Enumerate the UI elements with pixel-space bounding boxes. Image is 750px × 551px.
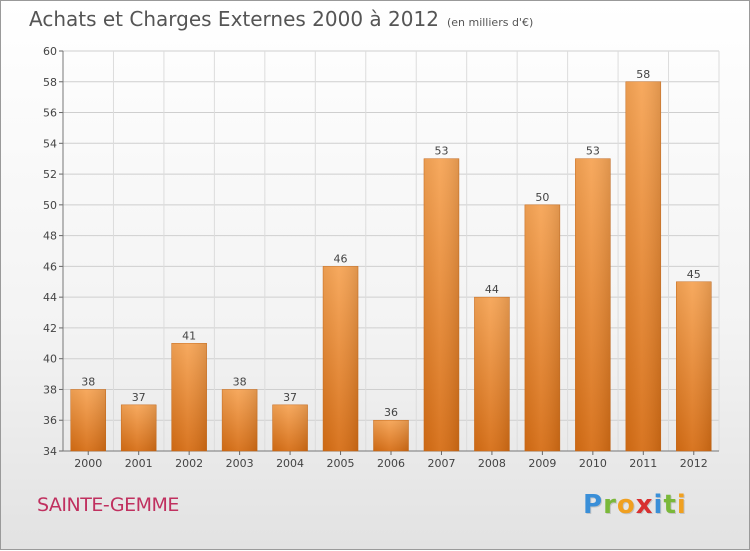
bar-shade <box>70 389 106 451</box>
y-tick-label: 38 <box>43 383 57 396</box>
x-tick-label: 2000 <box>74 457 102 470</box>
y-tick-label: 54 <box>43 137 57 150</box>
x-tick-label: 2008 <box>478 457 506 470</box>
x-tick-label: 2002 <box>175 457 203 470</box>
logo-letter: x <box>635 490 654 520</box>
bar-shade <box>575 158 611 451</box>
logo-letter: t <box>663 490 677 520</box>
data-label: 53 <box>434 145 448 158</box>
bar-shade <box>524 204 560 451</box>
logo-letter: i <box>653 490 664 520</box>
x-tick-label: 2012 <box>680 457 708 470</box>
bar-shade <box>323 266 359 451</box>
data-label: 46 <box>334 252 348 265</box>
y-tick-label: 34 <box>43 445 57 458</box>
y-tick-label: 56 <box>43 107 57 120</box>
y-tick-label: 58 <box>43 76 57 89</box>
x-tick-label: 2009 <box>528 457 556 470</box>
x-tick-label: 2001 <box>125 457 153 470</box>
data-label: 53 <box>586 145 600 158</box>
x-tick-label: 2011 <box>629 457 657 470</box>
data-label: 37 <box>132 391 146 404</box>
data-label: 58 <box>636 68 650 81</box>
y-tick-label: 46 <box>43 260 57 273</box>
x-tick-label: 2004 <box>276 457 304 470</box>
y-tick-label: 50 <box>43 199 57 212</box>
proxiti-logo: Proxiti <box>583 490 687 520</box>
bar-shade <box>171 343 207 451</box>
logo-letter: P <box>583 490 604 520</box>
x-tick-label: 2007 <box>427 457 455 470</box>
bar-shade <box>676 281 712 451</box>
bar-shade <box>625 81 661 452</box>
bar-shade <box>474 297 510 451</box>
x-tick-label: 2003 <box>226 457 254 470</box>
y-tick-label: 36 <box>43 414 57 427</box>
chart-title-text: Achats et Charges Externes 2000 à 2012 <box>29 7 439 31</box>
y-tick-label: 42 <box>43 322 57 335</box>
x-tick-label: 2010 <box>579 457 607 470</box>
logo-letter: i <box>676 490 687 520</box>
y-tick-label: 60 <box>43 45 57 58</box>
bar-shade <box>222 389 258 451</box>
bar-shade <box>373 420 409 451</box>
y-tick-label: 44 <box>43 291 57 304</box>
data-label: 38 <box>233 375 247 388</box>
data-label: 38 <box>81 375 95 388</box>
chart-title: Achats et Charges Externes 2000 à 2012 (e… <box>29 7 533 31</box>
y-tick-label: 48 <box>43 230 57 243</box>
data-label: 36 <box>384 406 398 419</box>
x-tick-label: 2005 <box>327 457 355 470</box>
data-label: 44 <box>485 283 499 296</box>
chart-unit: (en milliers d'€) <box>446 16 534 29</box>
data-label: 45 <box>687 268 701 281</box>
bar-shade <box>423 158 459 451</box>
data-label: 41 <box>182 329 196 342</box>
commune-name: SAINTE-GEMME <box>37 494 179 516</box>
y-tick-label: 52 <box>43 168 57 181</box>
logo-letter: o <box>616 490 636 520</box>
bar-shade <box>272 404 308 451</box>
logo-letter: r <box>603 490 617 520</box>
bar-shade <box>121 404 157 451</box>
data-label: 50 <box>535 191 549 204</box>
data-label: 37 <box>283 391 297 404</box>
y-tick-label: 40 <box>43 353 57 366</box>
x-tick-label: 2006 <box>377 457 405 470</box>
